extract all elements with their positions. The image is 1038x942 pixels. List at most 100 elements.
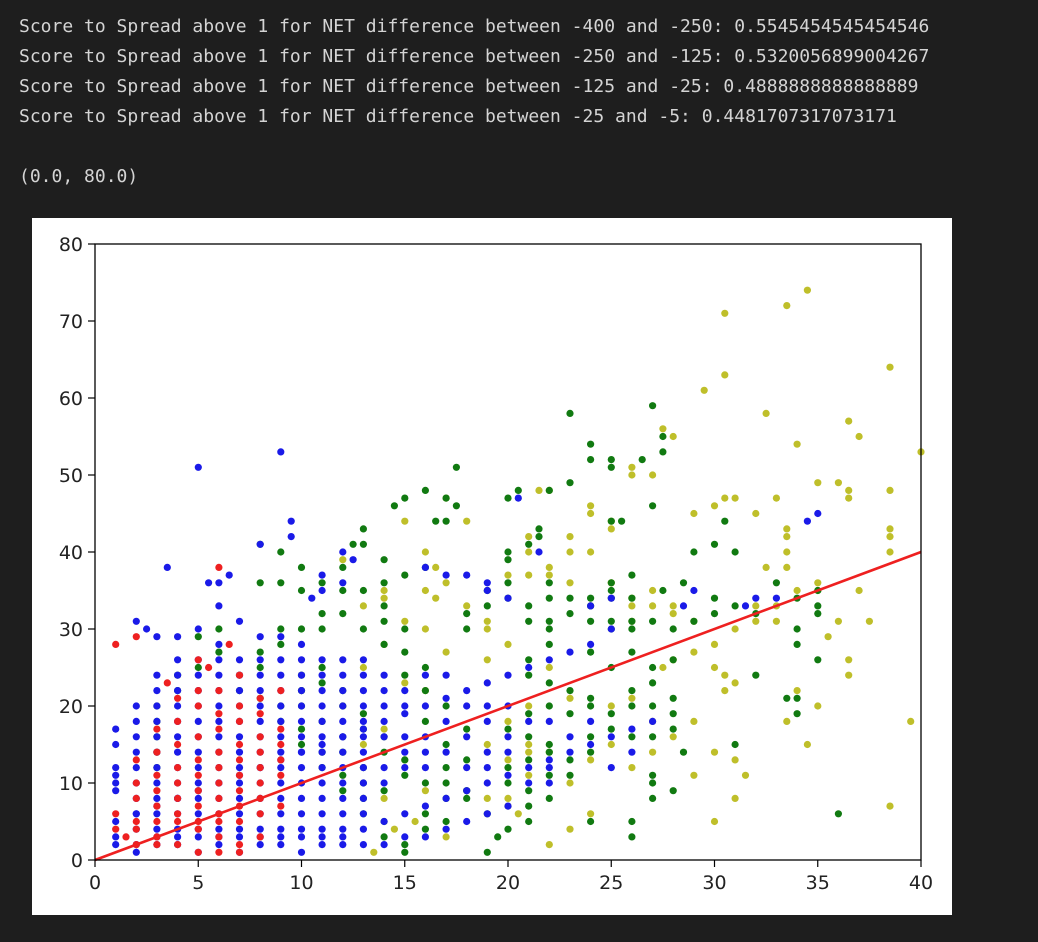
data-point bbox=[194, 802, 202, 810]
data-point bbox=[566, 610, 574, 618]
data-point bbox=[803, 286, 812, 294]
data-point bbox=[545, 486, 553, 494]
data-point bbox=[112, 810, 120, 818]
data-point bbox=[442, 779, 450, 787]
data-point bbox=[256, 702, 264, 710]
data-point bbox=[174, 833, 182, 841]
data-point bbox=[566, 694, 574, 702]
data-point bbox=[587, 694, 595, 702]
data-point bbox=[463, 764, 471, 772]
data-point bbox=[401, 764, 409, 772]
data-point bbox=[432, 594, 440, 602]
data-point bbox=[421, 802, 429, 810]
data-point bbox=[359, 841, 367, 849]
data-point bbox=[297, 656, 306, 664]
data-point bbox=[525, 733, 533, 741]
data-point bbox=[772, 579, 781, 587]
data-point bbox=[339, 748, 347, 756]
data-point bbox=[132, 702, 140, 710]
data-point bbox=[401, 494, 409, 502]
data-point bbox=[463, 702, 471, 710]
data-point bbox=[793, 710, 801, 718]
data-point bbox=[359, 748, 367, 756]
data-point bbox=[659, 432, 667, 441]
data-point bbox=[504, 764, 512, 772]
data-point bbox=[215, 579, 223, 587]
data-point bbox=[153, 764, 161, 772]
data-point bbox=[401, 841, 409, 849]
data-point bbox=[401, 679, 409, 687]
data-point bbox=[277, 740, 285, 749]
data-point bbox=[628, 602, 636, 610]
data-point bbox=[277, 448, 285, 456]
data-point bbox=[132, 817, 140, 826]
data-point bbox=[566, 710, 574, 718]
data-point bbox=[679, 748, 688, 756]
data-point bbox=[421, 625, 429, 633]
data-point bbox=[442, 579, 450, 587]
data-point bbox=[504, 571, 512, 579]
data-point bbox=[731, 679, 739, 687]
data-point bbox=[277, 725, 285, 733]
data-point bbox=[442, 494, 450, 502]
data-point bbox=[277, 548, 285, 556]
data-point bbox=[483, 810, 491, 818]
data-point bbox=[401, 648, 409, 656]
data-point bbox=[504, 494, 512, 502]
data-point bbox=[463, 610, 471, 618]
data-point bbox=[649, 779, 657, 787]
data-point bbox=[318, 717, 326, 725]
data-point bbox=[607, 586, 615, 595]
y-tick-label: 50 bbox=[59, 465, 83, 487]
data-point bbox=[535, 486, 543, 494]
data-point bbox=[690, 617, 698, 625]
data-point bbox=[174, 764, 182, 772]
data-point bbox=[235, 756, 244, 764]
data-point bbox=[339, 586, 347, 595]
x-tick-label: 35 bbox=[806, 872, 830, 894]
data-point bbox=[587, 817, 595, 826]
data-point bbox=[741, 771, 750, 779]
data-point bbox=[587, 740, 595, 749]
data-point bbox=[525, 602, 533, 610]
data-point bbox=[659, 448, 667, 456]
data-point bbox=[411, 817, 419, 826]
trend-line bbox=[94, 550, 922, 862]
data-point bbox=[679, 602, 688, 610]
data-point bbox=[649, 748, 657, 756]
data-point bbox=[174, 810, 182, 818]
data-point bbox=[194, 463, 202, 471]
data-point bbox=[174, 687, 182, 695]
data-point bbox=[834, 810, 843, 818]
data-point bbox=[649, 586, 657, 595]
data-point bbox=[690, 509, 698, 518]
data-point bbox=[380, 764, 388, 772]
data-point bbox=[297, 833, 306, 841]
data-point bbox=[359, 656, 367, 664]
data-point bbox=[112, 841, 120, 849]
data-point bbox=[545, 579, 553, 587]
data-point bbox=[452, 502, 460, 510]
data-point bbox=[235, 702, 244, 710]
data-point bbox=[566, 548, 574, 556]
data-point bbox=[731, 625, 739, 633]
data-point bbox=[153, 717, 161, 725]
data-point bbox=[359, 663, 367, 672]
data-point bbox=[525, 533, 533, 541]
data-point bbox=[174, 779, 182, 787]
data-point bbox=[318, 841, 326, 849]
data-point bbox=[442, 648, 450, 656]
data-point bbox=[339, 548, 347, 556]
data-point bbox=[235, 717, 244, 725]
data-point bbox=[649, 733, 657, 741]
data-point bbox=[483, 794, 491, 803]
data-point bbox=[442, 671, 450, 679]
data-point bbox=[339, 656, 347, 664]
data-point bbox=[277, 841, 285, 849]
data-point bbox=[504, 802, 512, 810]
data-point bbox=[865, 617, 874, 625]
data-point bbox=[194, 625, 202, 633]
data-point bbox=[318, 679, 326, 687]
data-point bbox=[690, 771, 698, 779]
data-point bbox=[587, 602, 595, 610]
